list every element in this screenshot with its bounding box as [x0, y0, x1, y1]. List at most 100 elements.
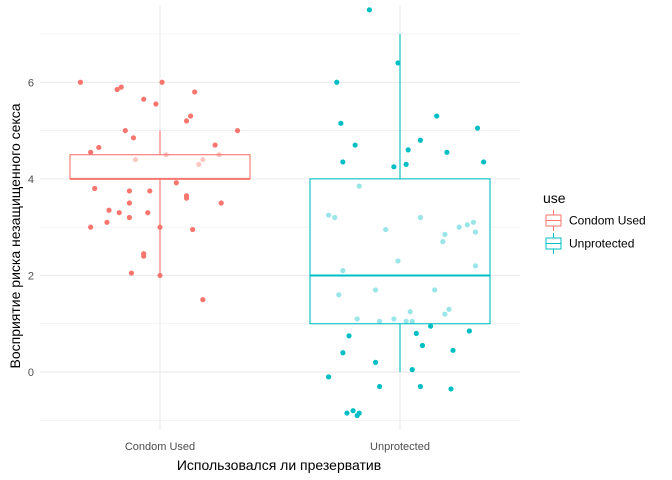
data-point	[356, 410, 362, 416]
data-point	[126, 188, 132, 194]
data-point	[141, 96, 147, 102]
data-point	[442, 311, 448, 317]
data-point	[200, 156, 206, 163]
data-point	[448, 386, 454, 392]
data-point	[366, 7, 372, 13]
data-point	[188, 113, 194, 119]
data-point	[196, 161, 202, 167]
data-point	[391, 316, 397, 322]
data-point	[145, 210, 151, 216]
y-axis-title: Восприятие риска незащищенного секса	[7, 103, 23, 368]
data-point	[122, 127, 128, 134]
x-tick-label: Unprotected	[370, 441, 430, 453]
data-point	[407, 309, 413, 315]
data-point	[372, 287, 379, 293]
data-point	[391, 164, 397, 170]
data-point	[106, 207, 112, 213]
data-point	[356, 183, 362, 189]
data-point	[114, 86, 120, 93]
data-point	[417, 214, 423, 221]
data-point	[354, 316, 360, 322]
data-point	[444, 149, 450, 155]
data-point	[96, 144, 102, 151]
data-point	[157, 272, 163, 279]
data-point	[417, 137, 423, 143]
y-tick-label: 6	[28, 77, 34, 89]
data-point	[128, 270, 135, 276]
data-point	[409, 367, 415, 373]
data-point	[419, 342, 426, 349]
data-point	[405, 147, 411, 153]
data-point	[403, 318, 409, 324]
data-point	[334, 79, 340, 85]
y-axis-ticks: 0 2 4 6	[28, 77, 34, 379]
data-point	[350, 408, 356, 414]
data-point	[163, 152, 169, 158]
data-point	[153, 101, 159, 107]
data-point	[147, 188, 153, 194]
data-point	[190, 226, 196, 233]
data-point	[446, 306, 452, 312]
data-point	[472, 263, 479, 269]
data-point	[192, 89, 198, 95]
data-point	[377, 318, 383, 324]
y-tick-label: 2	[28, 270, 34, 282]
data-point	[200, 297, 206, 303]
data-point	[344, 410, 350, 416]
x-axis-title: Использовался ли презерватив	[177, 457, 381, 473]
data-point	[377, 383, 383, 390]
data-point	[141, 253, 147, 259]
data-point	[338, 120, 344, 126]
data-point	[234, 127, 241, 134]
data-point	[428, 323, 434, 329]
data-point	[464, 222, 470, 228]
data-point	[474, 125, 481, 131]
data-point	[88, 149, 94, 155]
legend-title: use	[543, 190, 566, 206]
data-point	[466, 328, 472, 334]
y-tick-label: 0	[28, 367, 34, 379]
data-point	[173, 180, 179, 186]
data-point	[352, 142, 358, 148]
data-point	[372, 359, 379, 365]
data-point	[216, 152, 222, 158]
data-point	[442, 231, 448, 238]
legend-label: Unprotected	[569, 237, 634, 251]
data-point	[130, 135, 137, 141]
data-point	[212, 142, 218, 148]
x-axis-ticks: Condom Used Unprotected	[125, 441, 430, 453]
data-point	[470, 219, 477, 225]
y-tick-label: 4	[28, 174, 34, 186]
data-point	[409, 318, 415, 324]
data-point	[157, 224, 163, 230]
legend: use Condom Used Unprotected	[543, 190, 646, 254]
data-point	[126, 200, 132, 206]
data-point	[332, 214, 338, 221]
data-point	[472, 229, 479, 235]
boxes	[69, 33, 491, 373]
legend-entry: Unprotected	[545, 233, 634, 254]
data-point	[92, 185, 98, 192]
data-point	[481, 159, 487, 165]
data-point	[450, 347, 456, 353]
data-point	[218, 200, 224, 206]
data-point	[395, 258, 401, 264]
legend-label: Condom Used	[569, 214, 646, 228]
data-point	[183, 118, 190, 124]
x-tick-label: Condom Used	[125, 441, 195, 453]
box-1	[309, 33, 491, 373]
data-point	[118, 84, 124, 90]
data-point	[132, 156, 139, 163]
data-point	[326, 374, 332, 380]
box-body	[309, 178, 491, 325]
data-point	[413, 330, 419, 337]
data-point	[434, 113, 440, 119]
data-point	[340, 350, 346, 356]
data-point	[126, 214, 132, 221]
data-point	[116, 210, 122, 216]
data-point	[183, 195, 190, 201]
data-point	[383, 226, 389, 233]
data-point	[336, 292, 342, 298]
data-point	[456, 224, 462, 230]
